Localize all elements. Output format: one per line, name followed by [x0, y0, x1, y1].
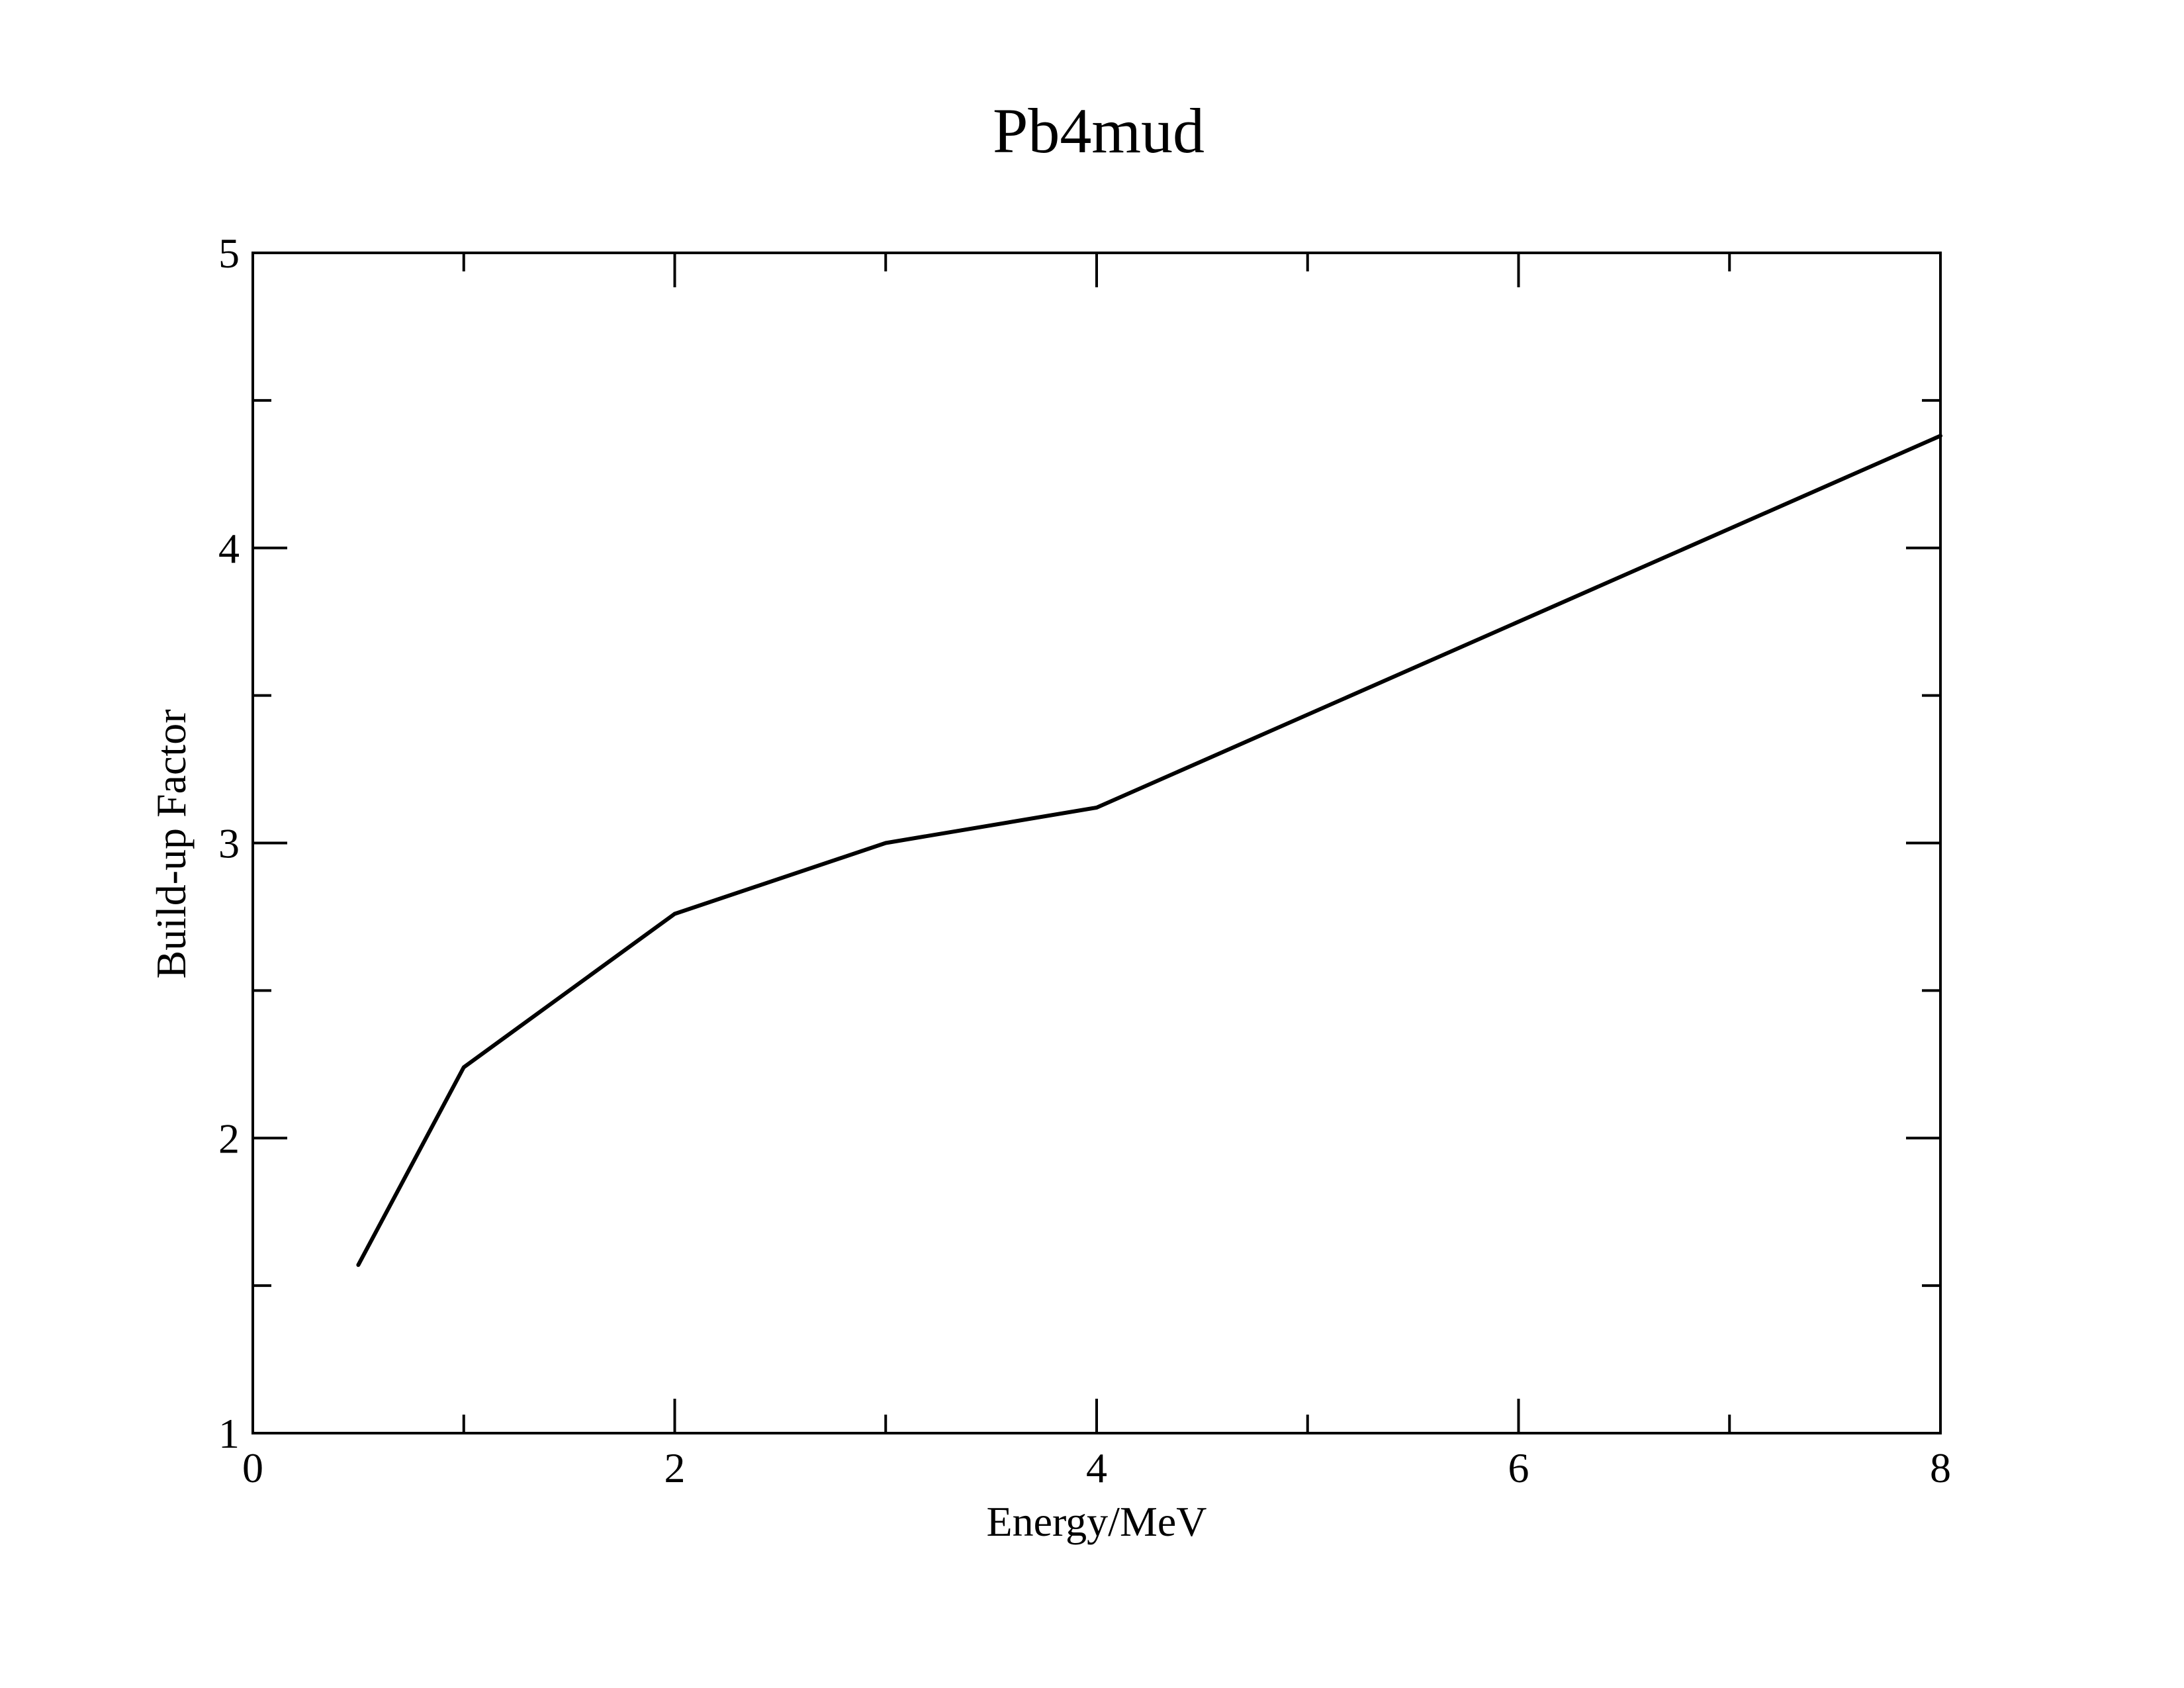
x-tick-label: 8	[1930, 1444, 1951, 1491]
y-axis-label: Build-up Factor	[148, 709, 195, 978]
chart-title: Pb4mud	[993, 95, 1205, 166]
x-tick-label: 4	[1086, 1444, 1107, 1491]
y-tick-label: 2	[218, 1115, 240, 1162]
x-tick-label: 6	[1508, 1444, 1529, 1491]
x-tick-labels: 0 2 4 6 8	[242, 1444, 1951, 1491]
x-tick-label: 2	[664, 1444, 686, 1491]
y-tick-label: 1	[218, 1410, 240, 1457]
major-ticks	[251, 252, 1942, 1434]
series-line	[356, 434, 1942, 1267]
x-tick-label: 0	[242, 1444, 263, 1491]
y-tick-label: 4	[218, 525, 240, 572]
y-tick-label: 3	[218, 820, 240, 867]
series-layer	[356, 434, 1942, 1267]
y-tick-label: 5	[218, 230, 240, 277]
minor-ticks	[253, 253, 1940, 1433]
x-axis-label: Energy/MeV	[987, 1498, 1207, 1545]
plot-frame	[251, 252, 1942, 1434]
y-tick-labels: 1 2 3 4 5	[218, 230, 240, 1457]
